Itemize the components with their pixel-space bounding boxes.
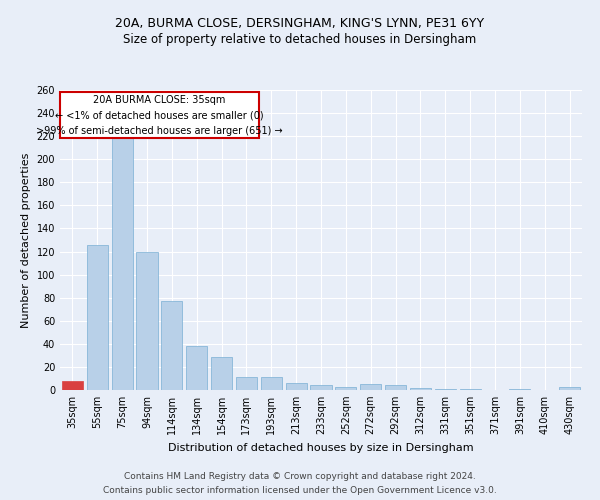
Bar (186, 346, 207, 390)
Bar (410, 388, 431, 390)
Text: 20A BURMA CLOSE: 35sqm
← <1% of detached houses are smaller (0)
>99% of semi-det: 20A BURMA CLOSE: 35sqm ← <1% of detached… (37, 95, 283, 136)
X-axis label: Distribution of detached houses by size in Dersingham: Distribution of detached houses by size … (168, 442, 474, 452)
Text: Contains public sector information licensed under the Open Government Licence v3: Contains public sector information licen… (103, 486, 497, 495)
Text: Size of property relative to detached houses in Dersingham: Size of property relative to detached ho… (124, 32, 476, 46)
Bar (385, 386, 406, 390)
Text: 20A, BURMA CLOSE, DERSINGHAM, KING'S LYNN, PE31 6YY: 20A, BURMA CLOSE, DERSINGHAM, KING'S LYN… (115, 18, 485, 30)
Bar (62, 381, 83, 390)
Bar (335, 386, 356, 390)
Bar (360, 384, 381, 390)
Bar (161, 301, 182, 390)
Text: Contains HM Land Registry data © Crown copyright and database right 2024.: Contains HM Land Registry data © Crown c… (124, 472, 476, 481)
Bar (559, 386, 580, 390)
Bar (236, 378, 257, 390)
Bar (509, 389, 530, 390)
Bar (87, 244, 108, 390)
Bar (112, 138, 133, 390)
Y-axis label: Number of detached properties: Number of detached properties (21, 152, 31, 328)
Bar (136, 252, 158, 390)
Bar (435, 389, 456, 390)
Bar (286, 383, 307, 390)
FancyBboxPatch shape (61, 92, 259, 138)
Bar (261, 378, 282, 390)
Bar (310, 386, 332, 390)
Bar (460, 389, 481, 390)
Bar (211, 356, 232, 390)
